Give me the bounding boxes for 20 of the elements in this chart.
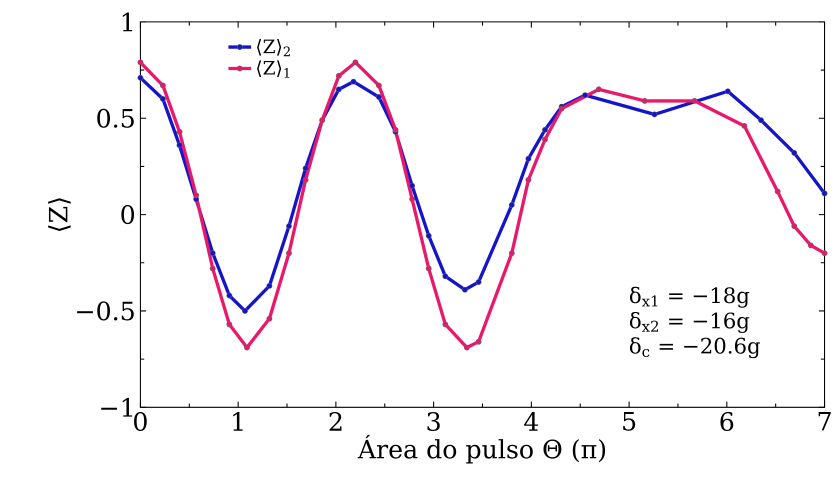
x-tick-label: 6 <box>720 412 734 432</box>
x-tick-label: 7 <box>818 412 831 430</box>
annotation: δ$_{x1}$ = −18g <box>630 286 750 308</box>
annotation: δ$_{x2}$ = −16g <box>630 312 750 333</box>
x-axis-title: Área do pulso Θ (π) <box>358 434 606 464</box>
x-tick-label: 3 <box>428 412 440 432</box>
x-tick-label: 0 <box>134 412 147 432</box>
y-axis-title: ⟨Z⟩ <box>48 198 71 231</box>
y-tick-label: 0 <box>121 205 134 224</box>
y-tick-label: 1 <box>122 12 132 32</box>
legend-label: ⟨Z⟩$_{1}$ <box>257 60 290 78</box>
legend-label: ⟨Z⟩$_{2}$ <box>257 39 290 56</box>
y-tick-label: −1 <box>101 398 132 417</box>
x-tick-label: 4 <box>524 412 538 431</box>
y-tick-label: 0.5 <box>97 108 134 128</box>
x-tick-label: 2 <box>330 412 342 431</box>
y-tick-label: −0.5 <box>77 301 134 321</box>
x-tick-label: 1 <box>233 412 243 431</box>
x-tick-label: 5 <box>623 412 636 431</box>
annotation: δ$_{c}$ = −20.6g <box>630 337 760 358</box>
